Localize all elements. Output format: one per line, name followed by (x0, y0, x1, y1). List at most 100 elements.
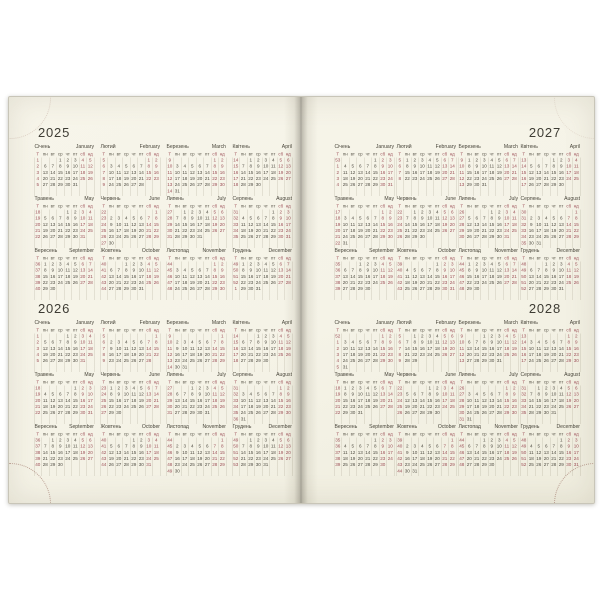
week-number-cell: 4 (336, 358, 340, 364)
weekday-header-cell: вт (350, 327, 355, 333)
day-cell: 29 (372, 182, 378, 188)
week-number-cell: 3 (36, 345, 40, 351)
weekday-header-cell: вт (248, 255, 253, 261)
day-cell: 30 (116, 410, 122, 416)
weekday-header-cell: чт (65, 327, 70, 333)
day-cell: 19 (153, 273, 159, 279)
week-number-cell: 9 (102, 182, 106, 188)
day-cell: 17 (146, 449, 152, 455)
day-cell: 15 (380, 221, 386, 227)
month-name-uk: Серпень (232, 372, 253, 378)
weekday-header-cell: чт (551, 203, 556, 209)
empty-day-cell (565, 286, 573, 292)
day-cell: 28 (65, 410, 71, 416)
week-number-cell: 23 (101, 215, 107, 221)
weekday-header-cell: пт (435, 151, 440, 157)
day-cell: 7 (475, 443, 479, 449)
day-cell: 25 (380, 280, 386, 286)
day-cell: 31 (204, 410, 210, 416)
day-cell: 23 (72, 228, 78, 234)
weekday-header-cell: сб (566, 327, 572, 333)
empty-day-cell (573, 410, 581, 416)
week-column-header: Т (336, 203, 340, 209)
day-cell: 27 (138, 358, 144, 364)
weekday-header-cell: сб (146, 255, 152, 261)
day-cell: 29 (72, 410, 78, 416)
week-number-cell: 52 (521, 286, 527, 292)
day-cell: 17 (387, 169, 393, 175)
day-cell: 6 (58, 391, 62, 397)
day-cell: 18 (528, 456, 534, 462)
week-number-cell: 34 (521, 404, 527, 410)
weekday-header-cell: пн (342, 379, 348, 385)
weekday-header-cell: нд (87, 431, 93, 437)
day-cell: 16 (153, 169, 159, 175)
day-cell: 15 (504, 397, 510, 403)
day-cell: 6 (51, 339, 55, 345)
weekday-header-cell: вт (50, 255, 55, 261)
day-cell: 23 (387, 228, 393, 234)
week-number-cell: 27 (459, 391, 465, 397)
month-name-en: July (508, 196, 518, 202)
day-cell: 10 (285, 215, 291, 221)
day-cell: 4 (183, 163, 187, 169)
day-cell: 3 (264, 157, 268, 163)
week-number-cell: 12 (167, 352, 173, 358)
month-grid-column-lines (34, 157, 95, 196)
weekday-header-cell: пн (174, 431, 180, 437)
day-cell: 31 (466, 416, 472, 422)
week-column-header: Т (336, 431, 340, 437)
day-cell: 21 (204, 280, 210, 286)
day-cell: 8 (413, 339, 417, 345)
day-cell: 12 (387, 267, 393, 273)
day-cell: 27 (255, 234, 261, 240)
weekday-header-cell: пн (240, 255, 246, 261)
day-cell: 1 (505, 385, 509, 391)
day-cell: 5 (358, 215, 362, 221)
day-cell: 27 (442, 176, 448, 182)
weekday-header-cell: пт (559, 431, 564, 437)
day-cell: 26 (543, 358, 549, 364)
day-cell: 19 (551, 228, 557, 234)
weekday-header-cell: вт (50, 379, 55, 385)
day-cell: 19 (442, 221, 448, 227)
week-number-cell: 32 (233, 215, 239, 221)
week-number-cell: 36 (233, 416, 239, 422)
day-cell: 5 (256, 391, 260, 397)
month-grid-column-lines (334, 437, 395, 476)
week-number-cell: 19 (35, 215, 41, 221)
weekday-header-cell: пт (271, 379, 276, 385)
empty-day-cell (503, 462, 511, 468)
day-cell: 13 (80, 267, 86, 273)
month-label: Серпень August (520, 196, 581, 203)
day-cell: 24 (174, 182, 180, 188)
weekday-header-cell: вт (116, 431, 121, 437)
day-cell: 22 (342, 404, 348, 410)
day-cell: 24 (551, 404, 557, 410)
week-column-header: Т (398, 431, 402, 437)
day-cell: 31 (496, 358, 502, 364)
day-cell: 5 (279, 157, 283, 163)
day-cell: 25 (270, 176, 276, 182)
day-cell: 2 (351, 385, 355, 391)
day-cell: 20 (138, 228, 144, 234)
day-cell: 4 (567, 261, 571, 267)
weekday-header-cell: пн (404, 151, 410, 157)
weekday-header-cell: вт (248, 431, 253, 437)
week-number-cell: 9 (398, 358, 402, 364)
weekday-header-cell: ср (123, 327, 129, 333)
day-cell: 19 (270, 273, 276, 279)
day-cell: 10 (372, 267, 378, 273)
day-cell: 23 (219, 176, 225, 182)
day-cell: 30 (278, 234, 284, 240)
weekday-header-cell: вт (116, 327, 121, 333)
day-cell: 30 (404, 468, 410, 474)
week-number-cell: 17 (233, 176, 239, 182)
